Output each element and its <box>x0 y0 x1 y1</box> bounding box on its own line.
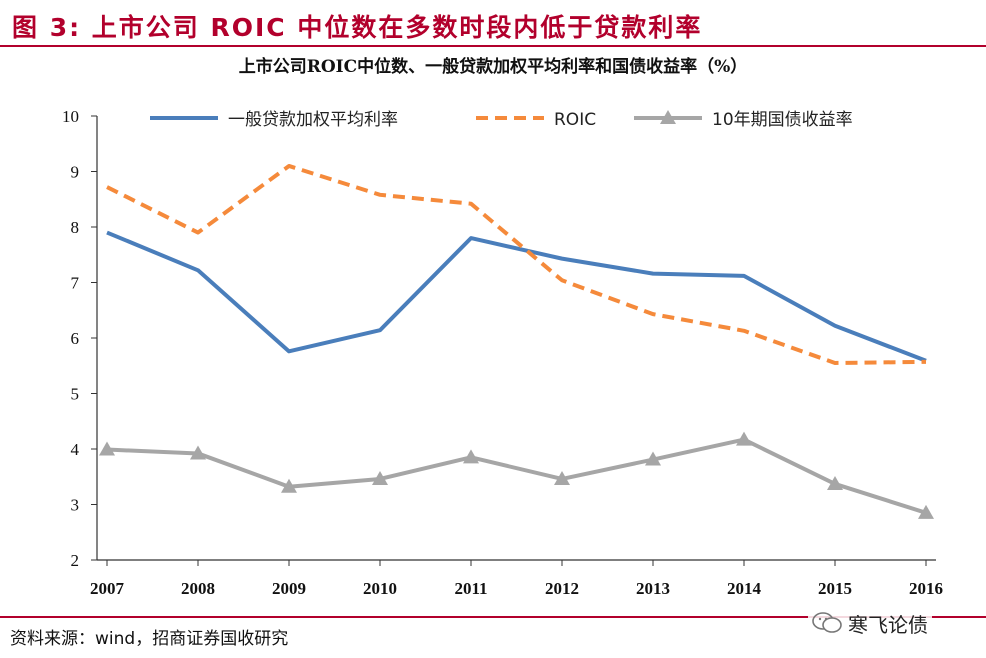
legend-label-2: ROIC <box>554 110 596 130</box>
series-point-3 <box>736 431 752 446</box>
series-line-2 <box>106 163 927 365</box>
y-tick-label: 5 <box>71 385 80 404</box>
series-point-3 <box>190 445 206 460</box>
series-point-3 <box>827 475 843 490</box>
legend-label-1: 一般贷款加权平均利率 <box>228 110 398 130</box>
x-tick-label: 2015 <box>818 579 852 598</box>
x-tick-label: 2014 <box>727 579 762 598</box>
figure-title: 图 3: 上市公司 ROIC 中位数在多数时段内低于贷款利率 <box>12 13 703 42</box>
x-tick-label: 2011 <box>454 579 487 598</box>
series-point-3 <box>372 470 388 485</box>
watermark: 寒飞论债 <box>808 606 932 640</box>
watermark-text: 寒飞论债 <box>848 612 928 637</box>
x-tick-label: 2008 <box>181 579 215 598</box>
y-tick-label: 6 <box>71 329 80 348</box>
series-point-3 <box>554 470 570 485</box>
y-tick-label: 3 <box>71 496 80 515</box>
figure-header: 图 3: 上市公司 ROIC 中位数在多数时段内低于贷款利率 <box>0 0 986 47</box>
series-point-3 <box>918 504 934 519</box>
wechat-icon <box>812 612 842 634</box>
line-chart: 2 3 4 5 6 7 8 9 10 2007 2008 2009 2010 2011 2012 2013 20… <box>62 107 943 598</box>
x-tick-label: 2013 <box>636 579 670 598</box>
x-tick-label: 2009 <box>272 579 306 598</box>
series-point-3 <box>645 451 661 466</box>
series-line-1 <box>106 230 927 363</box>
x-tick-label: 2007 <box>90 579 125 598</box>
y-tick-label: 4 <box>71 440 80 459</box>
source-note: 资料来源：wind，招商证券国收研究 <box>10 629 289 649</box>
chart-title: 上市公司ROIC中位数、一般贷款加权平均利率和国债收益率（%） <box>238 57 748 77</box>
y-tick-label: 10 <box>62 107 79 126</box>
header-rule <box>0 45 986 47</box>
footer-rule <box>0 616 986 618</box>
y-tick-label: 7 <box>71 274 80 293</box>
y-tick-label: 2 <box>71 551 80 570</box>
legend-marker-3 <box>660 110 676 124</box>
x-tick-label: 2016 <box>909 579 943 598</box>
y-tick-label: 9 <box>71 163 80 182</box>
x-tick-label: 2012 <box>545 579 579 598</box>
series-point-3 <box>99 441 115 456</box>
x-tick-label: 2010 <box>363 579 397 598</box>
series-line-3 <box>106 437 927 515</box>
legend-label-3: 10年期国债收益率 <box>712 110 853 130</box>
y-tick-label: 8 <box>71 218 80 237</box>
series-point-3 <box>463 449 479 464</box>
series-point-3 <box>281 478 297 493</box>
